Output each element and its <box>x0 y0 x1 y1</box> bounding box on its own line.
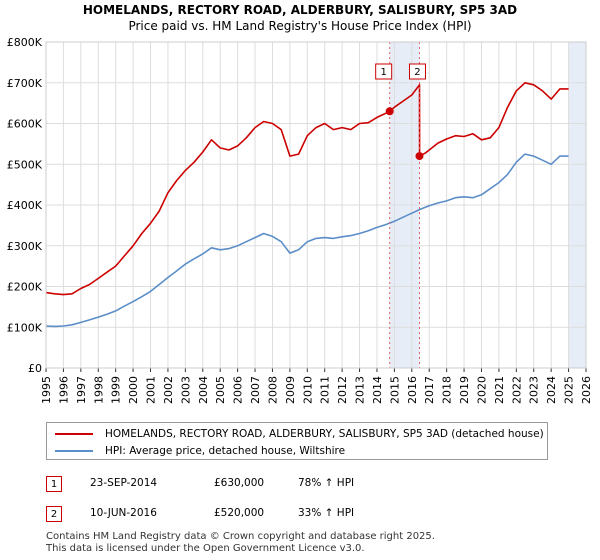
footer: Contains HM Land Registry data © Crown c… <box>46 531 435 555</box>
x-tick-label: 2022 <box>510 376 523 404</box>
axes: £0 £100K £200K £300K £400K £500K £600K £700K £80… <box>7 36 593 404</box>
x-tick-label: 2020 <box>475 376 488 404</box>
x-tick-label: 2002 <box>162 376 175 404</box>
y-tick-label: £0 <box>28 362 42 375</box>
transaction-date: 23-SEP-2014 <box>90 477 158 489</box>
x-tick-label: 2012 <box>336 376 349 404</box>
y-tick-label: £600K <box>7 118 43 131</box>
legend: HOMELANDS, RECTORY ROAD, ALDERBURY, SALI… <box>46 422 548 460</box>
sale-point <box>385 107 394 116</box>
x-tick-label: 2023 <box>528 376 541 404</box>
x-tick-label: 2010 <box>301 376 314 404</box>
y-tick-label: £700K <box>7 77 43 90</box>
x-tick-label: 2011 <box>319 376 332 404</box>
legend-swatch-hpi <box>55 450 93 452</box>
gridlines <box>45 41 587 369</box>
x-tick-label: 2001 <box>145 376 158 404</box>
sale-badge <box>408 63 426 80</box>
x-tick-label: 2007 <box>249 376 262 404</box>
x-tick-label: 2026 <box>580 376 593 404</box>
x-tick-label: 1995 <box>40 376 53 404</box>
transaction-date: 10-JUN-2016 <box>90 507 157 519</box>
x-tick-label: 1999 <box>110 376 123 404</box>
legend-label-property: HOMELANDS, RECTORY ROAD, ALDERBURY, SALI… <box>105 428 544 440</box>
transaction-marker: 1 <box>46 476 62 492</box>
x-tick-label: 2019 <box>458 376 471 404</box>
y-tick-label: £500K <box>7 158 43 171</box>
chart-subtitle: Price paid vs. HM Land Registry's House … <box>128 19 471 33</box>
y-tick-label: £100K <box>7 321 43 334</box>
transaction-marker: 2 <box>46 506 62 522</box>
x-tick-label: 2018 <box>441 376 454 404</box>
property-price-line <box>45 82 569 296</box>
transaction-price: £520,000 <box>214 507 265 519</box>
x-tick-label: 2016 <box>406 376 419 404</box>
x-tick-label: 2009 <box>284 376 297 404</box>
x-tick-label: 2014 <box>371 376 384 404</box>
sale-badge-label: 2 <box>414 67 420 78</box>
x-tick-label: 1996 <box>57 376 70 404</box>
x-tick-label: 2005 <box>214 376 227 404</box>
series-lines <box>45 82 569 328</box>
sale-badge-label: 1 <box>380 67 386 78</box>
plot-frame <box>45 41 587 369</box>
x-tick-label: 2013 <box>354 376 367 404</box>
x-tick-label: 2015 <box>388 376 401 404</box>
x-tick-label: 2004 <box>197 376 210 404</box>
footer-license: This data is licensed under the Open Gov… <box>46 543 365 554</box>
x-tick-label: 1998 <box>92 376 105 404</box>
x-tick-label: 2017 <box>423 376 436 404</box>
footer-copyright: Contains HM Land Registry data © Crown c… <box>46 531 435 542</box>
price-chart: HOMELANDS, RECTORY ROAD, ALDERBURY, SALI… <box>7 3 593 404</box>
x-tick-label: 2006 <box>232 376 245 404</box>
x-tick-label: 2025 <box>563 376 576 404</box>
sale-badge <box>375 63 393 80</box>
legend-item-hpi: HPI: Average price, detached house, Wilt… <box>55 442 345 460</box>
x-tick-label: 2024 <box>545 376 558 404</box>
legend-item-property: HOMELANDS, RECTORY ROAD, ALDERBURY, SALI… <box>55 425 544 443</box>
transaction-hpi-change: 78% ↑ HPI <box>298 477 355 489</box>
x-tick-label: 1997 <box>75 376 88 404</box>
sale-point <box>415 152 424 161</box>
transaction-price: £630,000 <box>214 477 265 489</box>
legend-swatch-property <box>55 433 93 435</box>
x-tick-label: 2008 <box>266 376 279 404</box>
y-tick-label: £800K <box>7 36 43 49</box>
x-tick-label: 2021 <box>493 376 506 404</box>
transaction-hpi-change: 33% ↑ HPI <box>298 507 355 519</box>
x-tick-label: 2003 <box>179 376 192 404</box>
chart-title: HOMELANDS, RECTORY ROAD, ALDERBURY, SALI… <box>83 3 517 17</box>
y-tick-label: £300K <box>7 240 43 253</box>
hpi-line <box>45 153 569 328</box>
y-tick-label: £200K <box>7 281 43 294</box>
y-tick-label: £400K <box>7 199 43 212</box>
legend-label-hpi: HPI: Average price, detached house, Wilt… <box>105 445 346 457</box>
x-tick-label: 2000 <box>127 376 140 404</box>
